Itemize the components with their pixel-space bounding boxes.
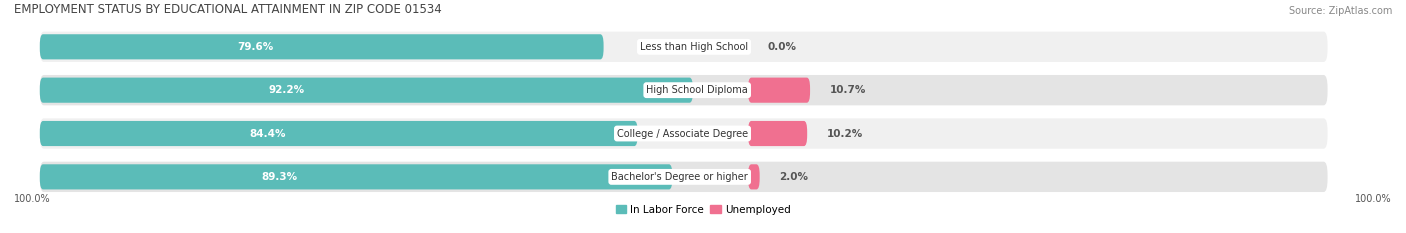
Text: 2.0%: 2.0% — [779, 172, 808, 182]
FancyBboxPatch shape — [39, 162, 1327, 192]
Text: 89.3%: 89.3% — [262, 172, 297, 182]
Legend: In Labor Force, Unemployed: In Labor Force, Unemployed — [616, 205, 790, 215]
Text: 10.2%: 10.2% — [827, 129, 863, 138]
Text: College / Associate Degree: College / Associate Degree — [617, 129, 748, 138]
Text: 10.7%: 10.7% — [830, 85, 866, 95]
FancyBboxPatch shape — [39, 121, 637, 146]
Text: 100.0%: 100.0% — [1355, 194, 1392, 204]
Text: Bachelor's Degree or higher: Bachelor's Degree or higher — [612, 172, 748, 182]
FancyBboxPatch shape — [39, 75, 1327, 105]
FancyBboxPatch shape — [748, 121, 807, 146]
FancyBboxPatch shape — [748, 164, 759, 189]
Text: 79.6%: 79.6% — [238, 42, 273, 52]
FancyBboxPatch shape — [39, 118, 1327, 149]
Text: High School Diploma: High School Diploma — [647, 85, 748, 95]
FancyBboxPatch shape — [39, 34, 603, 59]
Text: 92.2%: 92.2% — [269, 85, 305, 95]
Text: Less than High School: Less than High School — [640, 42, 748, 52]
Text: 0.0%: 0.0% — [768, 42, 796, 52]
FancyBboxPatch shape — [39, 78, 693, 103]
Text: 100.0%: 100.0% — [14, 194, 51, 204]
FancyBboxPatch shape — [39, 164, 672, 189]
FancyBboxPatch shape — [748, 78, 810, 103]
Text: EMPLOYMENT STATUS BY EDUCATIONAL ATTAINMENT IN ZIP CODE 01534: EMPLOYMENT STATUS BY EDUCATIONAL ATTAINM… — [14, 3, 441, 16]
FancyBboxPatch shape — [39, 32, 1327, 62]
Text: Source: ZipAtlas.com: Source: ZipAtlas.com — [1288, 6, 1392, 16]
Text: 84.4%: 84.4% — [249, 129, 285, 138]
